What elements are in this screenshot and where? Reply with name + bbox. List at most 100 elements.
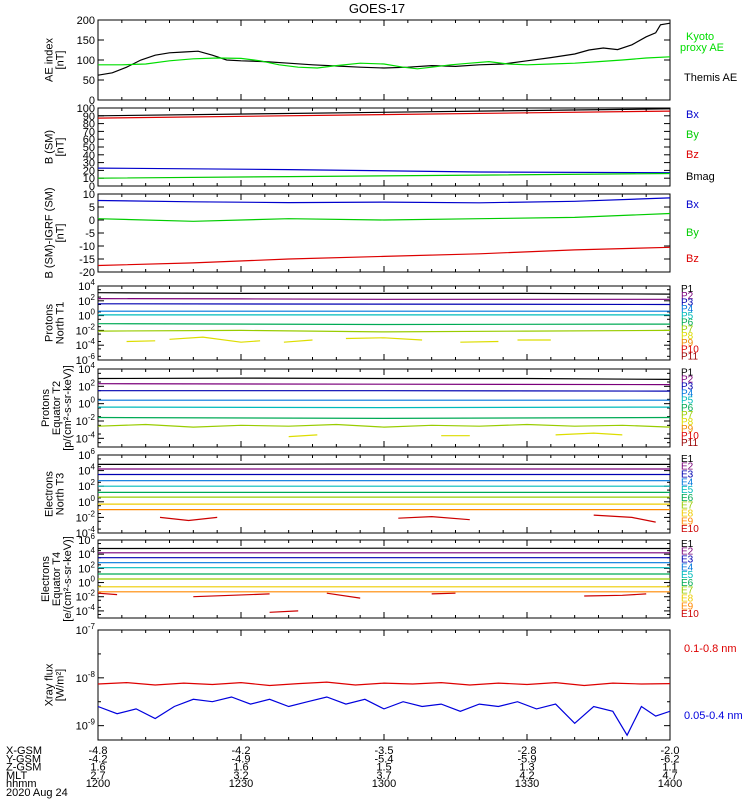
y-axis-label: Protons [44, 304, 56, 342]
y-axis-label: [p/(cm²-s-sr-keV)] [62, 365, 74, 451]
ephemeris-value: 1.1 [662, 762, 677, 774]
legend-label: By [686, 129, 699, 141]
ephemeris-row-label: hhmm [6, 778, 37, 790]
legend-label: E6 [681, 493, 694, 504]
panel-xray: 10-9 10-8 10-7 Xray flux [W/m²] 0.1-0.8 nm 0.0… [44, 622, 743, 741]
y-tick-label: 104 [78, 546, 95, 561]
legend-label: E3 [681, 469, 694, 480]
series-line-e10 [431, 592, 456, 595]
y-tick-label: 50 [83, 75, 95, 87]
plot-date: 2020 Aug 24 [6, 787, 68, 799]
y-tick-label: 102 [78, 293, 95, 308]
y-axis-label: Protons [40, 389, 52, 427]
ephemeris-value: -4.2 [89, 753, 108, 765]
y-axis-label: AE index [44, 37, 56, 82]
y-tick-label: -10 [79, 241, 95, 253]
legend-label: P8 [681, 331, 694, 342]
series-line-e10 [326, 592, 361, 599]
series-group [98, 547, 670, 613]
legend-label: E5 [681, 570, 694, 581]
series-line-p2 [98, 383, 670, 386]
series-line-by [98, 212, 670, 222]
y-axis-label: B (SM) [44, 130, 56, 164]
series-line-p1 [98, 292, 670, 295]
panel-pe: 10-4 10-2 100 102 104 Protons Equator T2 [p/(cm… [40, 361, 699, 451]
legend-label: Themis AE [684, 72, 737, 84]
y-tick-label: 90 [83, 111, 95, 123]
y-tick-label: 150 [77, 35, 95, 47]
y-tick-label: 10 [83, 173, 95, 185]
series-line-e10 [269, 610, 299, 613]
series-line-by [98, 172, 670, 179]
chart-title: GOES-17 [349, 1, 405, 16]
series-line-e10 [398, 515, 470, 521]
ephemeris-value: -5.4 [375, 753, 394, 765]
ephemeris-value: -4.2 [232, 745, 251, 757]
y-axis-label: [e/(cm²-s-sr-keV)] [62, 536, 74, 622]
y-tick-label: 60 [83, 134, 95, 146]
series-line-p8 [288, 434, 318, 438]
ephemeris-value: 1230 [229, 778, 253, 790]
legend-label: By [686, 227, 699, 239]
series-line-e10 [98, 592, 118, 596]
series-line-bz [98, 110, 670, 119]
series-line-p2 [98, 298, 670, 300]
ephemeris-row-label: Z-GSM [6, 762, 41, 774]
ephemeris-value: 1200 [86, 778, 110, 790]
y-axis-label: North T3 [55, 473, 67, 516]
legend-label: E1 [681, 454, 694, 465]
y-tick-label: 100 [78, 494, 95, 509]
y-tick-label: 10-2 [76, 509, 96, 524]
panel-frame [97, 285, 671, 361]
y-tick-label: 100 [77, 55, 95, 67]
series-line-kyoto-proxy-ae [98, 56, 670, 70]
series-line-p8 [169, 336, 261, 343]
series-line-e10 [159, 516, 218, 522]
y-tick-label: 100 [78, 308, 95, 323]
series-line-p1 [98, 377, 670, 380]
y-tick-label: 0 [89, 215, 95, 227]
y-tick-label: 10-4 [76, 603, 96, 618]
legend-label: E9 [681, 516, 694, 527]
series-line-p8 [126, 340, 156, 343]
legend-label: P9 [681, 338, 694, 349]
y-tick-label: 50 [83, 142, 95, 154]
ephemeris-value: -5.9 [518, 753, 537, 765]
series-line-p8 [555, 432, 623, 436]
series-line-bx [98, 167, 670, 174]
ephemeris-value: 4.2 [519, 770, 534, 782]
series-line-p5 [98, 406, 670, 409]
legend-label: P1 [681, 284, 694, 295]
legend-label: P10 [681, 345, 699, 356]
y-tick-label: 10-2 [76, 413, 96, 428]
ephemeris-value: -3.5 [375, 745, 394, 757]
y-axis-label: Equator T2 [51, 381, 63, 435]
series-line-p8 [460, 340, 499, 343]
y-tick-label: 200 [77, 15, 95, 27]
legend-label: P8 [681, 417, 694, 428]
y-tick-label: 10-4 [76, 337, 96, 352]
series-line-bx [98, 197, 670, 204]
legend-label: Bz [686, 149, 699, 161]
y-tick-label: 106 [78, 447, 95, 462]
y-axis-label: Electrons [40, 556, 52, 602]
legend-label: P7 [681, 410, 694, 421]
legend-label: P1 [681, 367, 694, 378]
series-group [98, 681, 670, 737]
ephemeris-value: 1.6 [233, 762, 248, 774]
y-tick-label: 80 [83, 119, 95, 131]
legend-label: P11 [681, 438, 698, 449]
series-line-p8 [345, 337, 423, 341]
panel-frame [97, 454, 671, 534]
y-tick-label: 10-8 [76, 670, 96, 685]
series-line-p7 [98, 329, 670, 333]
legend-label: Bz [686, 253, 699, 265]
y-tick-label: 102 [78, 560, 95, 575]
legend-label: E6 [681, 578, 694, 589]
legend-label: E4 [681, 477, 694, 488]
y-tick-label: 104 [78, 278, 95, 293]
y-axis-label: [nT] [55, 51, 67, 70]
